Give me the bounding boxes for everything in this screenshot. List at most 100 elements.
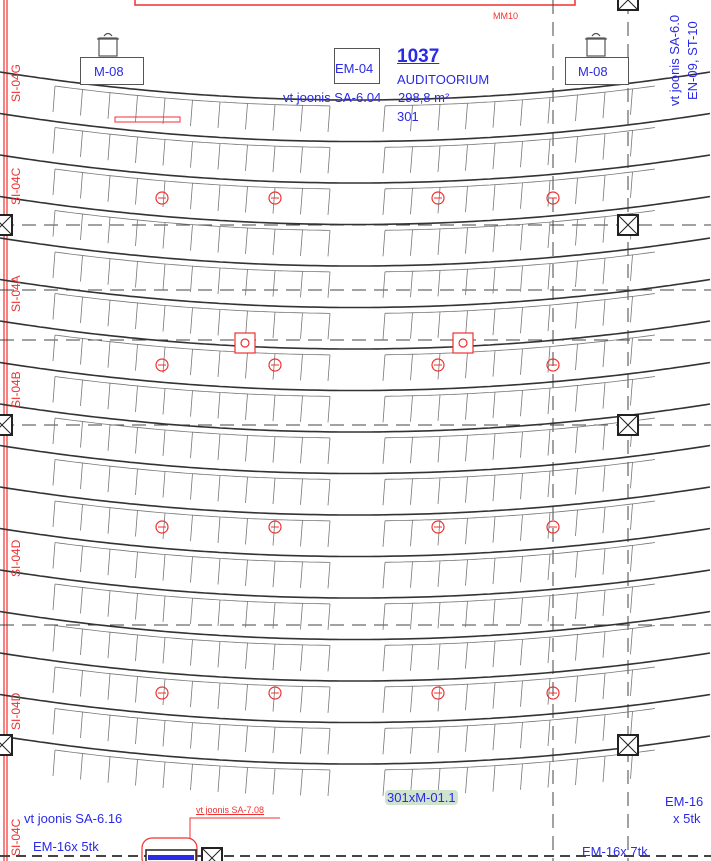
seat-divider bbox=[217, 350, 221, 377]
seat-divider bbox=[52, 210, 56, 237]
column-icon bbox=[0, 214, 13, 236]
row-front-line bbox=[0, 278, 711, 309]
seat-divider bbox=[327, 520, 331, 547]
seat-divider bbox=[217, 558, 221, 585]
column-icon bbox=[0, 734, 13, 756]
seat-divider bbox=[602, 756, 606, 783]
seat-divider bbox=[162, 346, 166, 374]
seat-divider bbox=[80, 421, 83, 448]
seat-divider bbox=[437, 436, 441, 463]
seat-divider bbox=[630, 379, 633, 406]
seat-divider bbox=[382, 105, 386, 132]
seat-divider bbox=[602, 382, 606, 409]
seat-divider bbox=[602, 175, 606, 202]
seat-divider bbox=[465, 269, 468, 296]
seat-divider bbox=[217, 392, 221, 419]
seat-divider bbox=[410, 686, 413, 713]
seat-divider bbox=[547, 97, 551, 124]
seat-divider bbox=[162, 512, 166, 540]
seat-divider bbox=[575, 717, 578, 744]
seat-divider bbox=[492, 558, 496, 585]
row-front-line bbox=[0, 195, 711, 226]
column-icon bbox=[617, 0, 639, 11]
seat-divider bbox=[630, 337, 633, 364]
seat-back-line bbox=[384, 417, 656, 439]
seat-divider bbox=[547, 139, 551, 166]
seat-divider bbox=[602, 92, 606, 119]
row-front-line bbox=[0, 112, 711, 143]
seat-divider bbox=[630, 752, 633, 779]
seat-divider bbox=[575, 343, 578, 371]
seat-divider bbox=[382, 520, 386, 547]
sprinkler-icon bbox=[155, 358, 169, 372]
seat-divider bbox=[547, 305, 551, 332]
seat-divider bbox=[602, 673, 606, 700]
seat-divider bbox=[52, 85, 56, 113]
seat-divider bbox=[80, 587, 83, 614]
seat-divider bbox=[410, 727, 413, 754]
seat-divider bbox=[575, 260, 578, 288]
seat-divider bbox=[135, 219, 138, 247]
seat-divider bbox=[465, 435, 468, 462]
seat-divider bbox=[300, 229, 303, 256]
seat-divider bbox=[107, 756, 111, 783]
seat-divider bbox=[190, 681, 193, 708]
m08-right-label: M-08 bbox=[578, 64, 608, 79]
seat-divider bbox=[437, 145, 441, 172]
seat-divider bbox=[410, 105, 413, 132]
seat-divider bbox=[300, 769, 303, 796]
seat-divider bbox=[80, 504, 83, 531]
row-front-line bbox=[0, 610, 711, 641]
seat-divider bbox=[245, 269, 248, 296]
seat-divider bbox=[465, 227, 468, 254]
seat-divider bbox=[437, 311, 441, 338]
seat-divider bbox=[382, 479, 386, 506]
seat-divider bbox=[547, 222, 551, 249]
em16-right-1: EM-16 bbox=[665, 794, 704, 809]
section-mark: SI-04C bbox=[9, 167, 23, 205]
seat-divider bbox=[135, 302, 138, 330]
seat-divider bbox=[630, 296, 633, 323]
seat-divider bbox=[245, 725, 248, 752]
seat-divider bbox=[602, 507, 606, 534]
seat-divider bbox=[107, 424, 111, 451]
seat-divider bbox=[547, 637, 551, 664]
seat-divider bbox=[630, 254, 633, 281]
seat-divider bbox=[245, 518, 248, 545]
seat-divider bbox=[382, 645, 386, 672]
seat-divider bbox=[520, 597, 523, 624]
seat-divider bbox=[575, 177, 578, 205]
seat-divider bbox=[135, 510, 138, 537]
seat-divider bbox=[465, 393, 468, 420]
seat-divider bbox=[602, 299, 606, 326]
seat-divider bbox=[630, 669, 633, 696]
seat-divider bbox=[492, 143, 496, 170]
seat-divider bbox=[410, 395, 413, 422]
room-number: 1037 bbox=[397, 46, 440, 67]
seat-divider bbox=[410, 354, 413, 381]
seat-divider bbox=[162, 471, 166, 498]
seat-divider bbox=[547, 512, 551, 539]
seat-divider bbox=[162, 429, 166, 457]
sprinkler-icon bbox=[268, 191, 282, 205]
seat-divider bbox=[190, 266, 193, 293]
seat-divider bbox=[327, 769, 331, 796]
seat-divider bbox=[327, 147, 331, 174]
seat-divider bbox=[300, 146, 303, 173]
seat-back-line bbox=[384, 749, 656, 771]
seat-divider bbox=[520, 141, 523, 168]
seat-divider bbox=[245, 393, 248, 420]
em16-left: EM-16x 5tk bbox=[33, 839, 99, 854]
seat-divider bbox=[300, 105, 303, 132]
seat-divider bbox=[190, 722, 193, 749]
seat-divider bbox=[465, 559, 468, 586]
seat-divider bbox=[80, 462, 83, 490]
seat-divider bbox=[520, 763, 523, 790]
room-seats: 301 bbox=[397, 109, 419, 124]
seat-divider bbox=[272, 602, 276, 629]
seat-divider bbox=[547, 554, 551, 581]
seat-divider bbox=[465, 518, 468, 545]
row-front-line bbox=[0, 444, 711, 475]
